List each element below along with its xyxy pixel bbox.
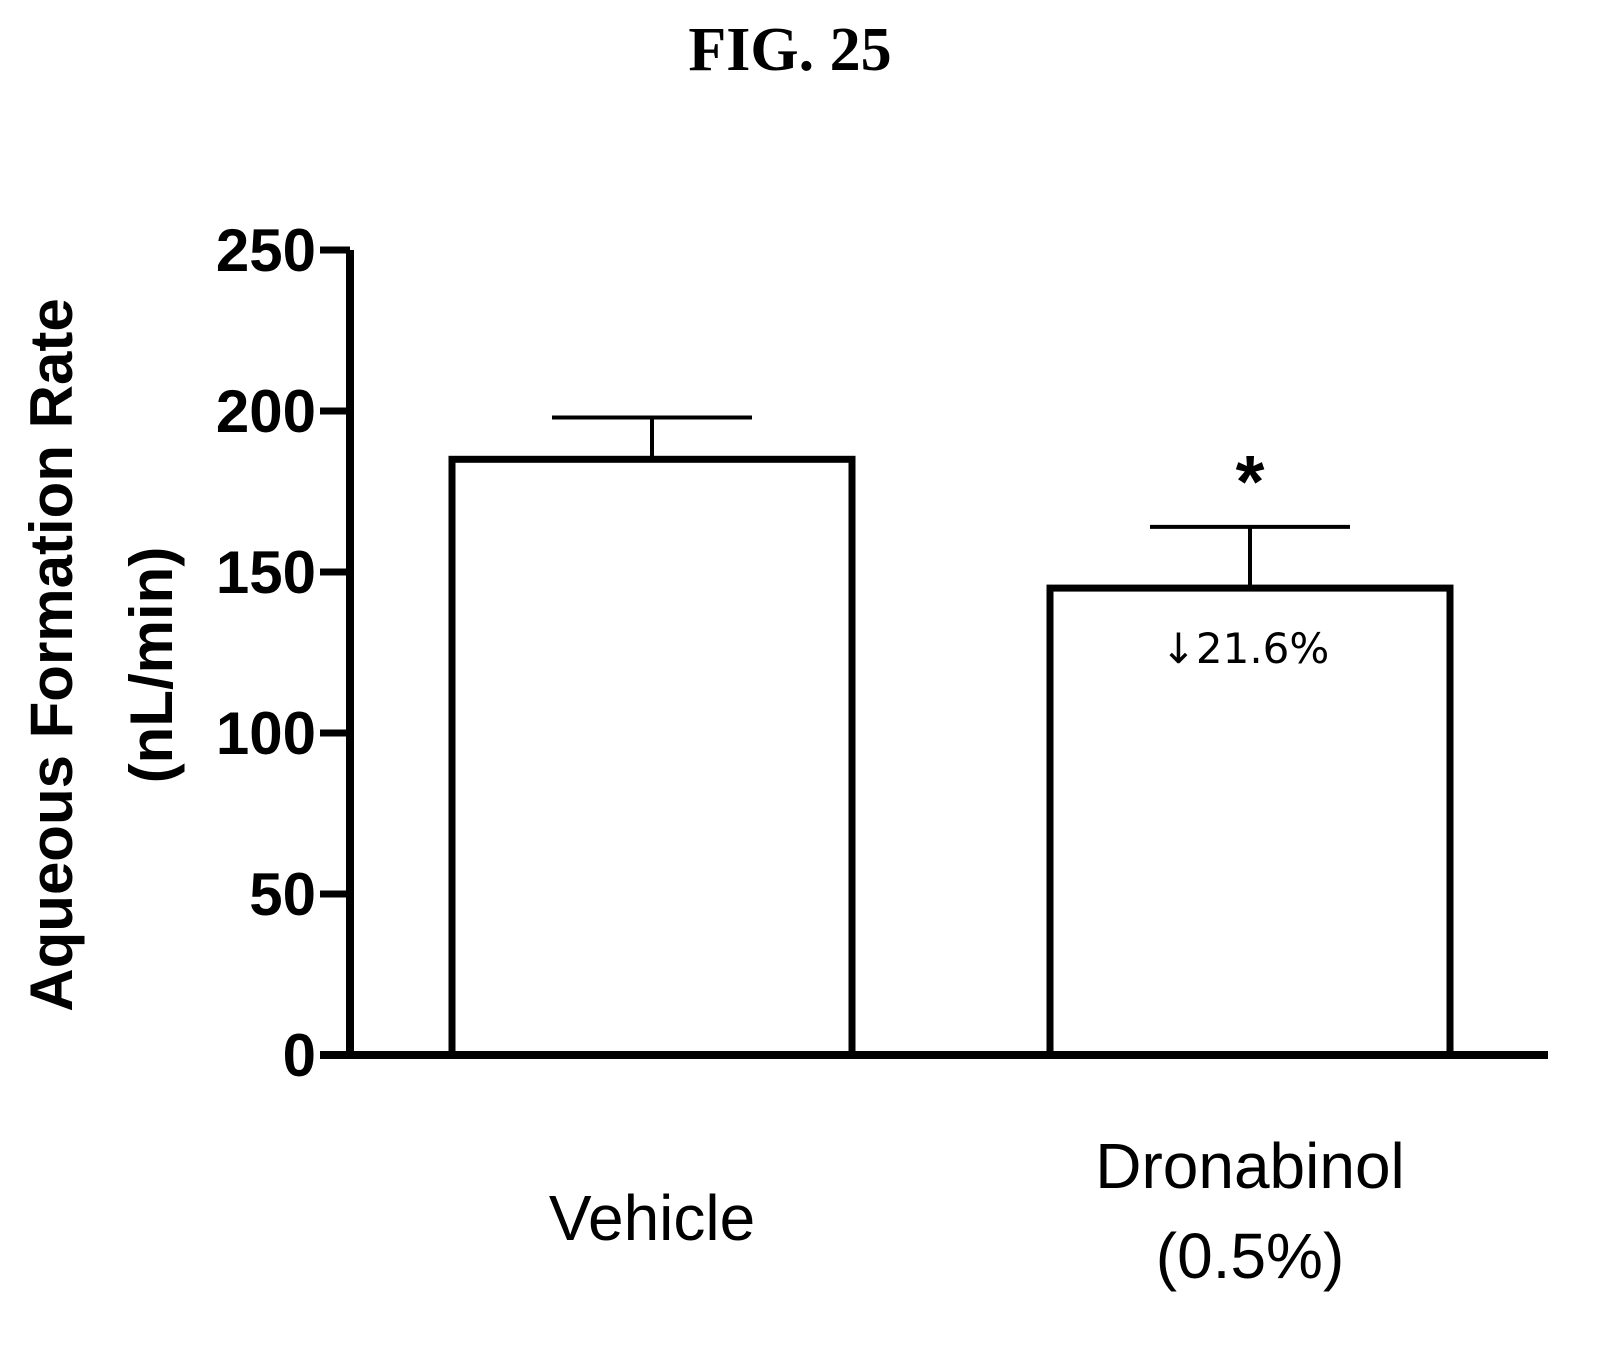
x-category-label-1-line2: (0.5%)	[1156, 1220, 1345, 1292]
significance-marker-0: *	[1236, 440, 1265, 523]
x-category-label-0: Vehicle	[549, 1182, 755, 1254]
bar-1	[1046, 584, 1454, 1059]
bar-0	[448, 455, 856, 1059]
y-axis-title-line2: (nL/min)	[118, 547, 185, 784]
y-tick-label-150: 150	[216, 539, 316, 606]
y-tick-label-200: 200	[216, 378, 316, 445]
x-category-label-1-line1: Dronabinol	[1095, 1130, 1405, 1202]
y-tick-label-0: 0	[283, 1022, 316, 1089]
y-tick-label-100: 100	[216, 700, 316, 767]
y-tick-label-250: 250	[216, 217, 316, 284]
y-tick-label-50: 50	[249, 861, 316, 928]
plot-area: 0 50 100 150 200 250 Vehicle Dronabinol (0.5%) ↓2…	[216, 217, 1548, 1292]
y-axis-title-line1: Aqueous Formation Rate	[18, 298, 85, 1011]
figure-title: FIG. 25	[688, 16, 891, 84]
bar-annotation-0: ↓21.6%	[1161, 624, 1330, 673]
